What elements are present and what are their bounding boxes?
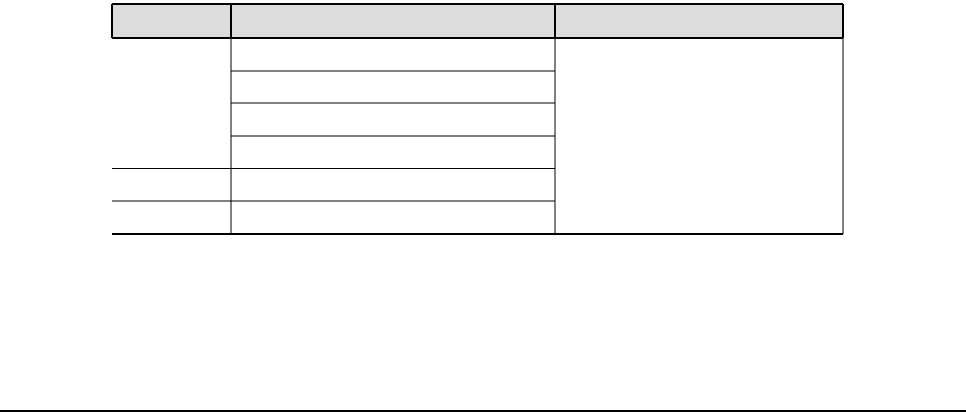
header-row [112, 4, 843, 38]
table [111, 3, 844, 235]
